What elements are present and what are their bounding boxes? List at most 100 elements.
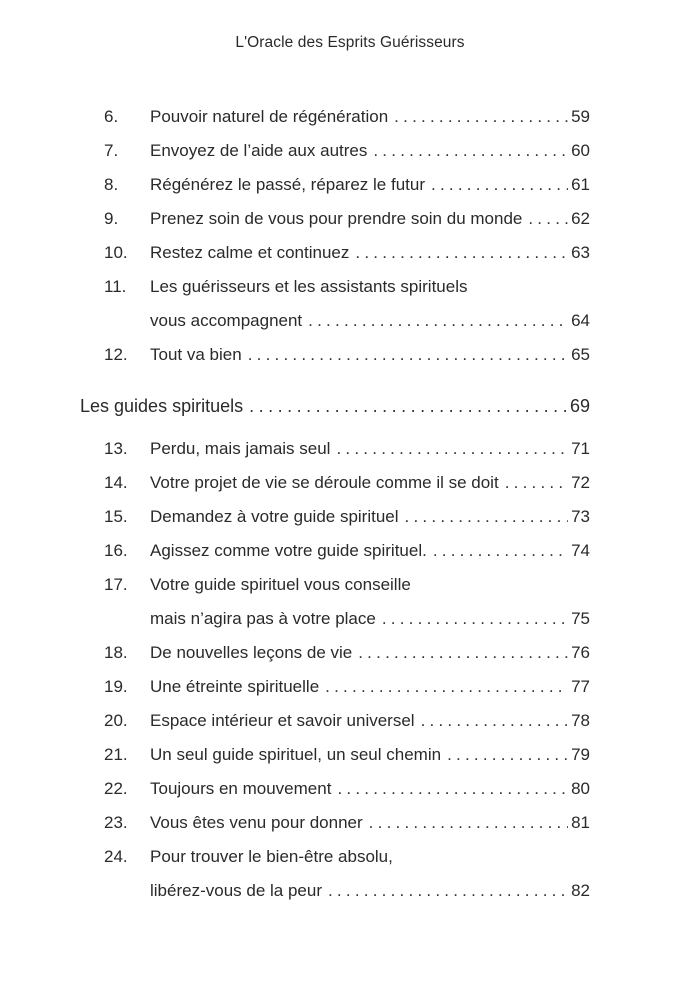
entry-row: Espace intérieur et savoir universel 78 (150, 704, 590, 738)
entry-page: 71 (571, 439, 590, 458)
leader-dots (308, 304, 568, 338)
entry-number: 12. (104, 345, 128, 364)
entry-number: 24. (104, 847, 128, 866)
toc-entry: 7. Envoyez de l’aide aux autres 60 (0, 134, 700, 168)
entry-page: 69 (569, 396, 590, 416)
toc-entry: 17. Votre guide spirituel vous conseille (0, 568, 700, 602)
entry-page: 65 (571, 345, 590, 364)
toc-entry: 21. Un seul guide spirituel, un seul chem… (0, 738, 700, 772)
entry-number: 22. (104, 779, 128, 798)
entry-page: 81 (571, 813, 590, 832)
entry-page: 73 (571, 507, 590, 526)
entry-page: 75 (571, 609, 590, 628)
entry-title: Régénérez le passé, réparez le futur (150, 175, 425, 194)
entry-row: Vous êtes venu pour donner 81 (150, 806, 590, 840)
toc-entry: 9. Prenez soin de vous pour prendre soin … (0, 202, 700, 236)
entry-row: Un seul guide spirituel, un seul chemin 7… (150, 738, 590, 772)
entry-page: 64 (571, 311, 590, 330)
toc-entry: 24. Pour trouver le bien-être absolu, (0, 840, 700, 874)
leader-dots (394, 100, 568, 134)
entry-page: 74 (571, 541, 590, 560)
entry-page: 59 (571, 107, 590, 126)
leader-dots (421, 704, 569, 738)
entry-row: Pour trouver le bien-être absolu, (150, 840, 590, 874)
entry-title: Prenez soin de vous pour prendre soin du… (150, 209, 523, 228)
entry-title: Votre guide spirituel vous conseille (150, 575, 411, 594)
section-heading: Les guides spirituels 69 (0, 389, 700, 425)
entry-title: Un seul guide spirituel, un seul chemin (150, 745, 442, 764)
entry-title: Agissez comme votre guide spirituel. (150, 541, 427, 560)
entry-title: Pouvoir naturel de régénération (150, 107, 389, 126)
entry-number: 23. (104, 813, 128, 832)
entry-row: Tout va bien 65 (150, 338, 590, 372)
entry-number: 16. (104, 541, 128, 560)
entry-number: 11. (104, 277, 127, 296)
entry-page: 60 (571, 141, 590, 160)
entry-row: Demandez à votre guide spirituel 73 (150, 500, 590, 534)
entry-row: Prenez soin de vous pour prendre soin du… (150, 202, 590, 236)
entry-title: Une étreinte spirituelle (150, 677, 320, 696)
toc-entry: 20. Espace intérieur et savoir universel 7… (0, 704, 700, 738)
entry-page: 76 (571, 643, 590, 662)
entry-title: Tout va bien (150, 345, 242, 364)
entry-title: libérez-vous de la peur (150, 881, 322, 900)
entry-title: Les guides spirituels (80, 396, 244, 416)
leader-dots (369, 806, 568, 840)
leader-dots (447, 738, 568, 772)
toc-entry: 19. Une étreinte spirituelle 77 (0, 670, 700, 704)
entry-row: Agissez comme votre guide spirituel. 74 (150, 534, 590, 568)
leader-dots (355, 236, 568, 270)
entry-page: 80 (571, 779, 590, 798)
entry-row: Toujours en mouvement 80 (150, 772, 590, 806)
entry-page: 78 (571, 711, 590, 730)
entry-row: mais n’agira pas à votre place 75 (150, 602, 590, 636)
entry-title: Restez calme et continuez (150, 243, 350, 262)
entry-row: Votre guide spirituel vous conseille (150, 568, 590, 602)
entry-row: Perdu, mais jamais seul 71 (150, 432, 590, 466)
entry-row: Les guérisseurs et les assistants spirit… (150, 270, 590, 304)
entry-title: De nouvelles leçons de vie (150, 643, 353, 662)
entry-title: mais n’agira pas à votre place (150, 609, 376, 628)
entry-row: vous accompagnent 64 (150, 304, 590, 338)
running-header: L'Oracle des Esprits Guérisseurs (235, 34, 465, 51)
entry-page: 62 (571, 209, 590, 228)
entry-row: Votre projet de vie se déroule comme il … (150, 466, 590, 500)
leader-dots (505, 466, 568, 500)
leader-dots (336, 432, 568, 466)
entry-number: 14. (104, 473, 128, 492)
leader-dots (249, 389, 567, 423)
toc-entry: 22. Toujours en mouvement 80 (0, 772, 700, 806)
leader-dots (325, 670, 568, 704)
entry-row: De nouvelles leçons de vie 76 (150, 636, 590, 670)
entry-row: Restez calme et continuez 63 (150, 236, 590, 270)
entry-page: 63 (571, 243, 590, 262)
entry-page: 77 (571, 677, 590, 696)
leader-dots (358, 636, 568, 670)
entry-title: Perdu, mais jamais seul (150, 439, 331, 458)
toc-entry: 15. Demandez à votre guide spirituel 73 (0, 500, 700, 534)
entry-page: 61 (571, 175, 590, 194)
toc-entry: 12. Tout va bien 65 (0, 338, 700, 372)
toc-entry: vous accompagnent 64 (0, 304, 700, 338)
entry-number: 17. (104, 575, 128, 594)
toc-entry: 11. Les guérisseurs et les assistants spi… (0, 270, 700, 304)
entry-row: Une étreinte spirituelle 77 (150, 670, 590, 704)
entry-row: Pouvoir naturel de régénération 59 (150, 100, 590, 134)
entry-number: 21. (104, 745, 128, 764)
toc-entry: 16. Agissez comme votre guide spirituel. 7… (0, 534, 700, 568)
entry-title: Pour trouver le bien-être absolu, (150, 847, 393, 866)
entry-title: Espace intérieur et savoir universel (150, 711, 415, 730)
entry-number: 7. (104, 141, 119, 160)
leader-dots (382, 602, 568, 636)
toc-entry: 8. Régénérez le passé, réparez le futur 61 (0, 168, 700, 202)
entry-title: Toujours en mouvement (150, 779, 332, 798)
entry-number: 6. (104, 107, 119, 126)
entry-title: Demandez à votre guide spirituel (150, 507, 399, 526)
toc-entry: 23. Vous êtes venu pour donner 81 (0, 806, 700, 840)
leader-dots (328, 874, 568, 908)
leader-dots (431, 168, 568, 202)
entry-title: Envoyez de l’aide aux autres (150, 141, 368, 160)
leader-dots (433, 534, 568, 568)
leader-dots (373, 134, 568, 168)
toc-entry: 6. Pouvoir naturel de régénération 59 (0, 100, 700, 134)
